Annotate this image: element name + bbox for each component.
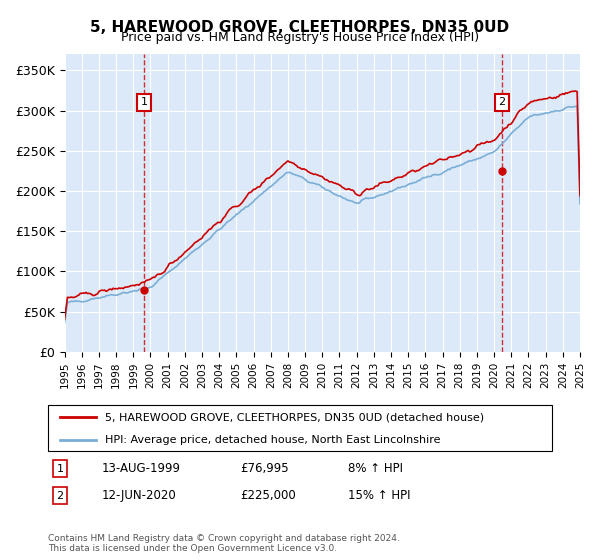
Text: 2: 2	[56, 491, 64, 501]
Text: 12-JUN-2020: 12-JUN-2020	[102, 489, 177, 502]
Text: £76,995: £76,995	[240, 462, 289, 475]
Text: HPI: Average price, detached house, North East Lincolnshire: HPI: Average price, detached house, Nort…	[105, 435, 440, 445]
Text: 15% ↑ HPI: 15% ↑ HPI	[348, 489, 410, 502]
Text: 13-AUG-1999: 13-AUG-1999	[102, 462, 181, 475]
Text: 1: 1	[56, 464, 64, 474]
Text: 1: 1	[140, 97, 148, 108]
Text: Contains HM Land Registry data © Crown copyright and database right 2024.
This d: Contains HM Land Registry data © Crown c…	[48, 534, 400, 553]
Text: 8% ↑ HPI: 8% ↑ HPI	[348, 462, 403, 475]
Text: 2: 2	[499, 97, 506, 108]
Text: Price paid vs. HM Land Registry's House Price Index (HPI): Price paid vs. HM Land Registry's House …	[121, 31, 479, 44]
Text: 5, HAREWOOD GROVE, CLEETHORPES, DN35 0UD (detached house): 5, HAREWOOD GROVE, CLEETHORPES, DN35 0UD…	[105, 412, 484, 422]
Text: £225,000: £225,000	[240, 489, 296, 502]
Text: 5, HAREWOOD GROVE, CLEETHORPES, DN35 0UD: 5, HAREWOOD GROVE, CLEETHORPES, DN35 0UD	[91, 20, 509, 35]
